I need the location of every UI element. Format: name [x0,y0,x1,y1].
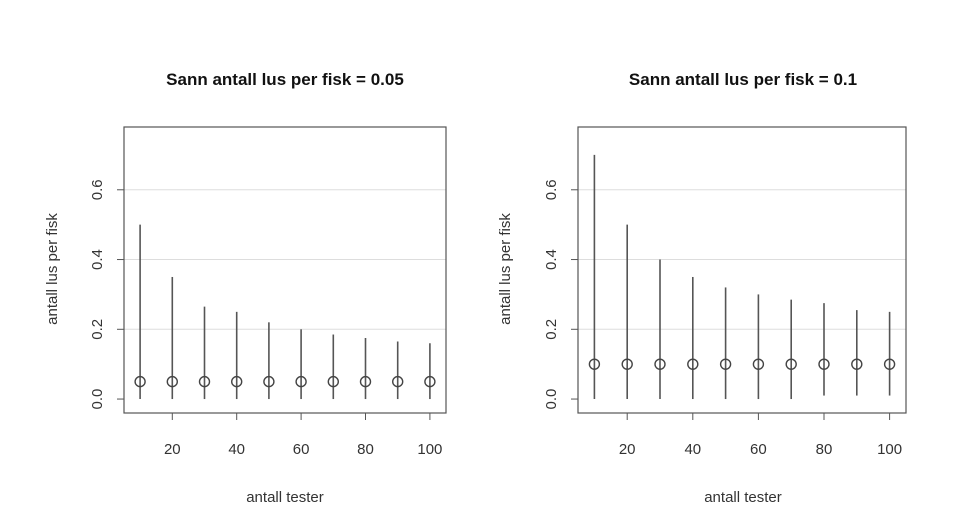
chart-2-point-8 [851,358,863,370]
chart-2-y-tick-label-0: 0.0 [543,389,560,410]
chart-1-point-0 [134,375,146,388]
chart-2-point-4 [719,358,732,370]
chart-1-point-8 [392,375,404,388]
chart-1-point-1 [166,375,179,388]
chart-2-y-axis-label: antall lus per fisk [497,213,514,325]
chart-1-point-9 [424,375,436,388]
chart-1-x-tick-label-1: 40 [228,441,245,458]
chart-1-plot-frame [123,126,447,414]
chart-2-title: Sann antall lus per fisk = 0.1 [629,70,857,89]
chart-2-point-5 [752,358,765,370]
chart-1-point-3 [230,375,243,388]
chart-1-y-tick-label-0: 0.0 [89,389,106,410]
chart-2-x-tick-label-4: 100 [877,441,902,458]
chart-1-point-7 [359,375,372,388]
chart-2-point-3 [687,358,699,370]
chart-2-y-tick-label-3: 0.6 [543,179,560,200]
chart-2-x-axis-label: antall tester [704,489,782,506]
chart-2-point-6 [785,358,797,370]
chart-2-x-tick-label-3: 80 [816,441,833,458]
chart-panel-1: Sann antall lus per fisk = 0.05 antall t… [44,70,447,506]
chart-2-point-0 [588,358,601,370]
chart-1-point-5 [295,375,307,388]
chart-2-x-tick-label-1: 40 [684,441,701,458]
chart-panel-2: Sann antall lus per fisk = 0.1 antall te… [497,70,907,506]
chart-1-y-tick-label-1: 0.2 [89,319,106,340]
chart-1-x-tick-label-3: 80 [357,441,374,458]
chart-1-y-tick-label-2: 0.4 [89,249,106,270]
chart-1-point-4 [263,375,275,388]
chart-2-plot-frame [577,126,907,414]
chart-2-point-9 [883,358,896,370]
chart-2-y-tick-label-2: 0.4 [543,249,560,270]
chart-1-point-2 [198,375,211,388]
chart-2-point-7 [818,358,830,370]
chart-2-x-tick-label-0: 20 [619,441,636,458]
chart-1-x-axis-label: antall tester [246,489,324,506]
chart-1-title: Sann antall lus per fisk = 0.05 [166,70,404,89]
chart-2-point-1 [621,358,633,370]
chart-2-x-tick-label-2: 60 [750,441,767,458]
chart-1-y-axis-label: antall lus per fisk [44,213,61,325]
chart-2-point-2 [654,358,666,370]
chart-1-x-tick-label-2: 60 [293,441,310,458]
chart-1-y-tick-label-3: 0.6 [89,179,106,200]
chart-1-point-6 [327,375,339,388]
chart-2-y-tick-label-1: 0.2 [543,319,560,340]
chart-1-x-tick-label-4: 100 [417,441,442,458]
chart-1-x-tick-label-0: 20 [164,441,181,458]
